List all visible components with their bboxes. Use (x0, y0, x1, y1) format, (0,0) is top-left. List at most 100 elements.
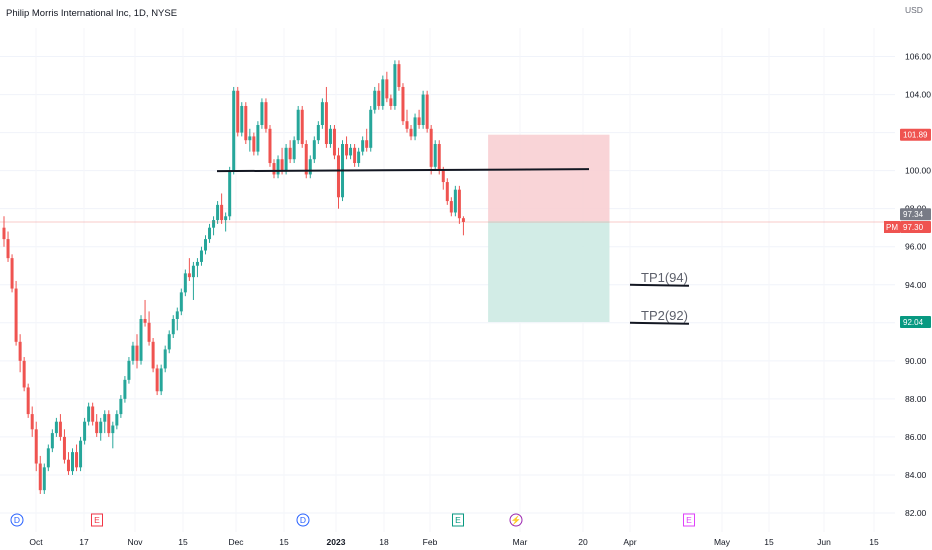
candle-body (131, 345, 135, 361)
candle-body (46, 448, 50, 468)
candle-body (264, 102, 268, 129)
candle-body (95, 421, 99, 434)
candle-body (268, 128, 272, 164)
event-marker-icon[interactable] (683, 513, 695, 527)
candle-body (220, 204, 224, 221)
candle-body (115, 414, 119, 426)
candle-body (30, 414, 34, 430)
candle-body (345, 144, 349, 156)
candle-body (425, 94, 429, 129)
candle-body (123, 379, 127, 399)
candle-body (441, 170, 445, 183)
event-markers[interactable]: D E D E ⚡ E (10, 513, 695, 527)
event-marker-letter: D (14, 515, 20, 525)
candle-body (159, 368, 163, 392)
event-marker-icon[interactable] (10, 513, 24, 527)
candle-body (103, 414, 107, 422)
candle-body (240, 105, 244, 133)
event-marker-icon[interactable] (452, 513, 464, 527)
candle-body (457, 189, 461, 219)
candle-body (369, 109, 373, 148)
x-tick-label: 15 (279, 537, 289, 547)
tp-line[interactable] (629, 321, 690, 325)
symbol-badge-text: PM (886, 223, 898, 232)
candle-body (248, 136, 252, 141)
candle-body (175, 311, 179, 319)
candle-body (199, 250, 203, 262)
candle-body (54, 421, 58, 434)
candle-body (397, 64, 401, 87)
y-tick-label: 88.00 (905, 394, 927, 404)
candle-body (171, 318, 175, 335)
event-marker-icon[interactable] (91, 513, 103, 527)
candle-body (461, 218, 465, 222)
take-profit-zone[interactable] (488, 221, 610, 323)
y-tick-label: 84.00 (905, 470, 927, 480)
candle-body (373, 90, 377, 110)
candle-body (151, 341, 155, 369)
candle-body (179, 292, 183, 312)
candle-body (50, 433, 54, 449)
symbol-badge (884, 220, 900, 233)
candle-body (204, 239, 207, 251)
candle-body (284, 147, 288, 171)
neckline[interactable] (216, 168, 590, 173)
candle-body (208, 227, 212, 240)
price-badge (900, 220, 931, 233)
tp-line[interactable] (629, 283, 690, 287)
stop-loss-zone[interactable] (488, 134, 610, 222)
position-zones (488, 134, 610, 323)
candle-body (224, 216, 228, 221)
candle-body (167, 334, 171, 350)
candle-body (236, 90, 240, 133)
candle-body (312, 140, 316, 160)
candle-body (296, 109, 300, 141)
candle-body (252, 136, 256, 152)
candle-body (324, 102, 328, 145)
candle-body (385, 79, 389, 99)
candle-body (83, 421, 87, 441)
x-tick-label: 15 (764, 537, 774, 547)
candle-body (421, 94, 425, 125)
event-marker-letter: E (455, 515, 461, 525)
candle-body (183, 273, 187, 293)
price-badge (900, 128, 931, 141)
price-axis[interactable]: 106.00104.00102.00100.0098.0096.0094.009… (884, 52, 931, 518)
candle-body (111, 425, 115, 434)
price-badge-text: 97.34 (903, 210, 924, 219)
y-tick-label: 86.00 (905, 432, 927, 442)
candle-body (449, 201, 453, 213)
candle-body (187, 273, 191, 278)
price-badge-text: 92.04 (903, 318, 924, 327)
candle-body (91, 406, 95, 422)
chart-title: Philip Morris International Inc, 1D, NYS… (6, 8, 177, 19)
candle-body (437, 144, 441, 171)
candle-body (155, 368, 159, 392)
candle-body (316, 124, 320, 141)
candle-body (26, 387, 30, 415)
candle-body (405, 121, 409, 129)
grid (0, 28, 895, 532)
time-axis[interactable]: Oct 17 Nov 15 Dec 15 2023 18 Feb Mar 20 Apr May 15 Jun… (29, 537, 879, 547)
candle-body (357, 151, 361, 164)
x-tick-label: 2023 (327, 537, 346, 547)
price-badge-text: 101.89 (903, 131, 928, 140)
candle-body (433, 144, 437, 167)
x-tick-label: 17 (79, 537, 89, 547)
candle-body (71, 452, 75, 472)
candle-body (429, 128, 433, 167)
event-marker-icon[interactable] (509, 513, 523, 527)
tp-label: TP2(92) (641, 308, 688, 323)
x-tick-label: 20 (578, 537, 588, 547)
candle-body (244, 105, 248, 141)
candle-body (147, 322, 151, 342)
event-marker-icon[interactable] (296, 513, 310, 527)
candle-body (66, 459, 70, 472)
candle-body (413, 117, 417, 137)
candle-body (119, 398, 123, 415)
price-badge (900, 316, 931, 329)
candle-body (272, 163, 276, 175)
candle-body (34, 429, 38, 464)
